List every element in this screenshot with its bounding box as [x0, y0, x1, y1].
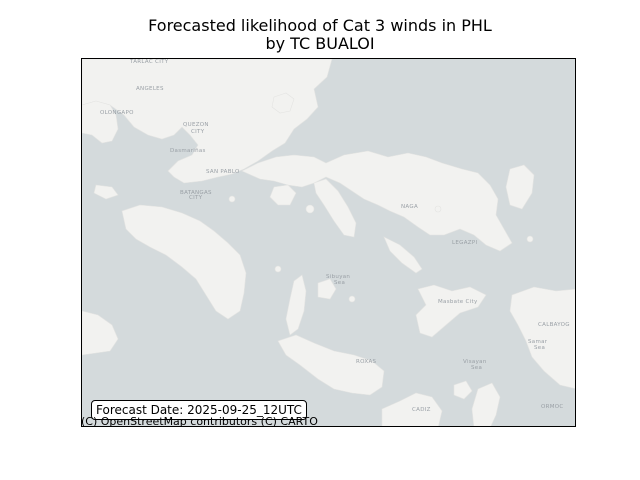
- catanduanes-island: [505, 164, 535, 210]
- place-label: ORMOC: [541, 404, 564, 410]
- place-label: TARLAC CITY: [129, 59, 169, 65]
- islet-3: [228, 195, 236, 203]
- place-label: OLONGAPO: [100, 110, 134, 116]
- bantayan-island: [453, 380, 473, 400]
- polillo-island: [271, 92, 295, 114]
- place-label: ANGELES: [136, 86, 164, 92]
- islet-5: [526, 235, 534, 243]
- bataan-peninsula: [82, 100, 119, 144]
- negros-island: [381, 392, 443, 426]
- chart-subtitle: by TC BUALOI: [265, 34, 375, 53]
- place-label: CADIZ: [412, 407, 431, 413]
- place-label: BATANGAS: [180, 190, 212, 196]
- place-label: Sea: [471, 365, 482, 371]
- tablas-island: [285, 274, 307, 336]
- northern-palawan: [82, 310, 119, 356]
- map-attribution: (C) OpenStreetMap contributors (C) CARTO: [81, 415, 318, 428]
- place-label: CITY: [189, 195, 203, 201]
- marinduque-island: [269, 184, 297, 206]
- luzon-landmass: [82, 59, 333, 184]
- place-label: Dasmariñas: [170, 148, 206, 154]
- mindoro-island: [121, 204, 247, 320]
- place-label: Sea: [334, 280, 345, 286]
- place-label: Sibuyan: [326, 274, 350, 280]
- bondoc-peninsula: [313, 178, 357, 238]
- place-label: Samar: [528, 339, 548, 345]
- islet-2: [434, 205, 442, 213]
- place-label: CALBAYOG: [538, 322, 570, 328]
- place-label: QUEZON: [183, 122, 209, 128]
- burias-island: [383, 236, 423, 274]
- forecast-date-label: Forecast Date: 2025-09-25_12UTC: [91, 400, 307, 420]
- place-label: ROXAS: [356, 359, 377, 365]
- islet-1: [305, 204, 315, 214]
- place-label: CITY: [191, 129, 205, 135]
- bicol-peninsula: [241, 150, 513, 252]
- samar-island: [509, 286, 575, 389]
- masbate-island: [415, 284, 487, 338]
- panay-island: [277, 334, 385, 396]
- lubang-island: [93, 184, 119, 200]
- place-label: NAGA: [401, 204, 418, 210]
- basemap: TARLAC CITY ANGELES OLONGAPO QUEZON CITY…: [82, 59, 575, 426]
- islet-6: [274, 265, 282, 273]
- islet-4: [348, 295, 356, 303]
- cebu-island: [471, 382, 501, 426]
- map-frame[interactable]: TARLAC CITY ANGELES OLONGAPO QUEZON CITY…: [81, 58, 576, 427]
- place-label: Visayan: [463, 359, 487, 365]
- place-label: Sea: [534, 345, 545, 351]
- sibuyan-island: [317, 278, 337, 300]
- place-label: LEGAZPI: [452, 240, 477, 246]
- chart-title: Forecasted likelihood of Cat 3 winds in …: [148, 16, 492, 35]
- place-label: Masbate City: [438, 299, 478, 305]
- place-label: SAN PABLO: [206, 169, 240, 175]
